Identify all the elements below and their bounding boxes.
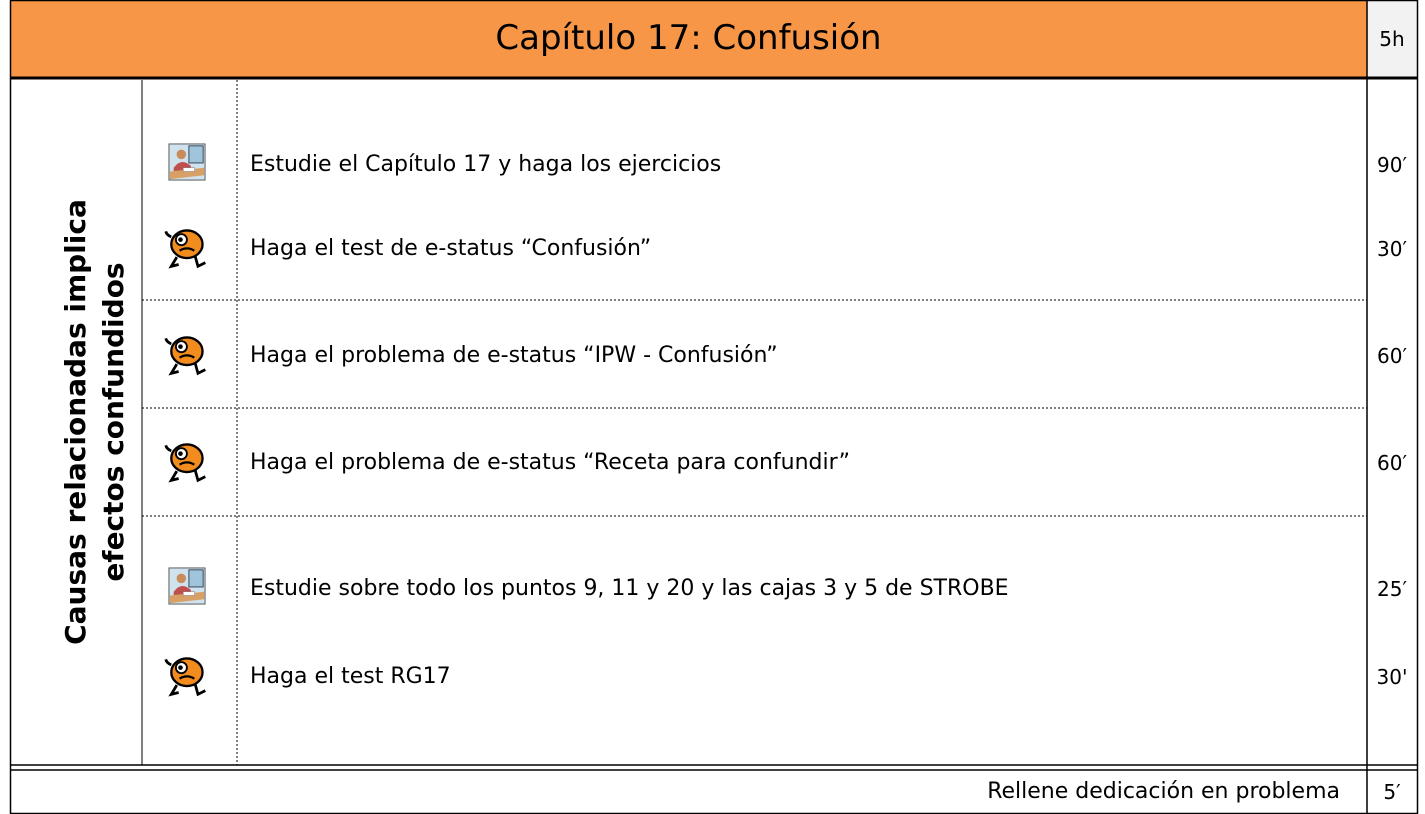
header-time: 5h xyxy=(1379,27,1405,51)
task-text: Haga el problema de e-status “IPW - Conf… xyxy=(250,343,778,368)
task-text: Haga el problema de e-status “Receta par… xyxy=(250,450,850,475)
test-icon xyxy=(164,657,207,696)
header-title: Capítulo 17: Confusión xyxy=(495,18,882,58)
task-text: Estudie el Capítulo 17 y haga los ejerci… xyxy=(250,152,722,177)
task-time: 90′ xyxy=(1377,153,1407,177)
task-text: Haga el test RG17 xyxy=(250,664,451,689)
study-icon xyxy=(168,143,206,181)
footer-time: 5′ xyxy=(1383,780,1401,804)
footer-text: Rellene dedicación en problema xyxy=(987,779,1340,804)
test-icon xyxy=(164,229,207,268)
test-icon xyxy=(164,336,207,375)
section-label: efectos confundidos xyxy=(97,262,130,582)
test-icon xyxy=(164,443,207,482)
task-time: 25′ xyxy=(1377,577,1407,601)
task-time: 60′ xyxy=(1377,451,1407,475)
task-time: 60′ xyxy=(1377,344,1407,368)
task-text: Estudie sobre todo los puntos 9, 11 y 20… xyxy=(250,576,1009,601)
header-time-cell xyxy=(1367,0,1417,78)
section-label: Causas relacionadas implica xyxy=(59,199,92,645)
header-band xyxy=(10,0,1367,78)
task-text: Haga el test de e-status “Confusión” xyxy=(250,236,652,261)
task-time: 30′ xyxy=(1377,237,1407,261)
task-time: 30' xyxy=(1376,665,1408,689)
study-icon xyxy=(168,567,206,605)
